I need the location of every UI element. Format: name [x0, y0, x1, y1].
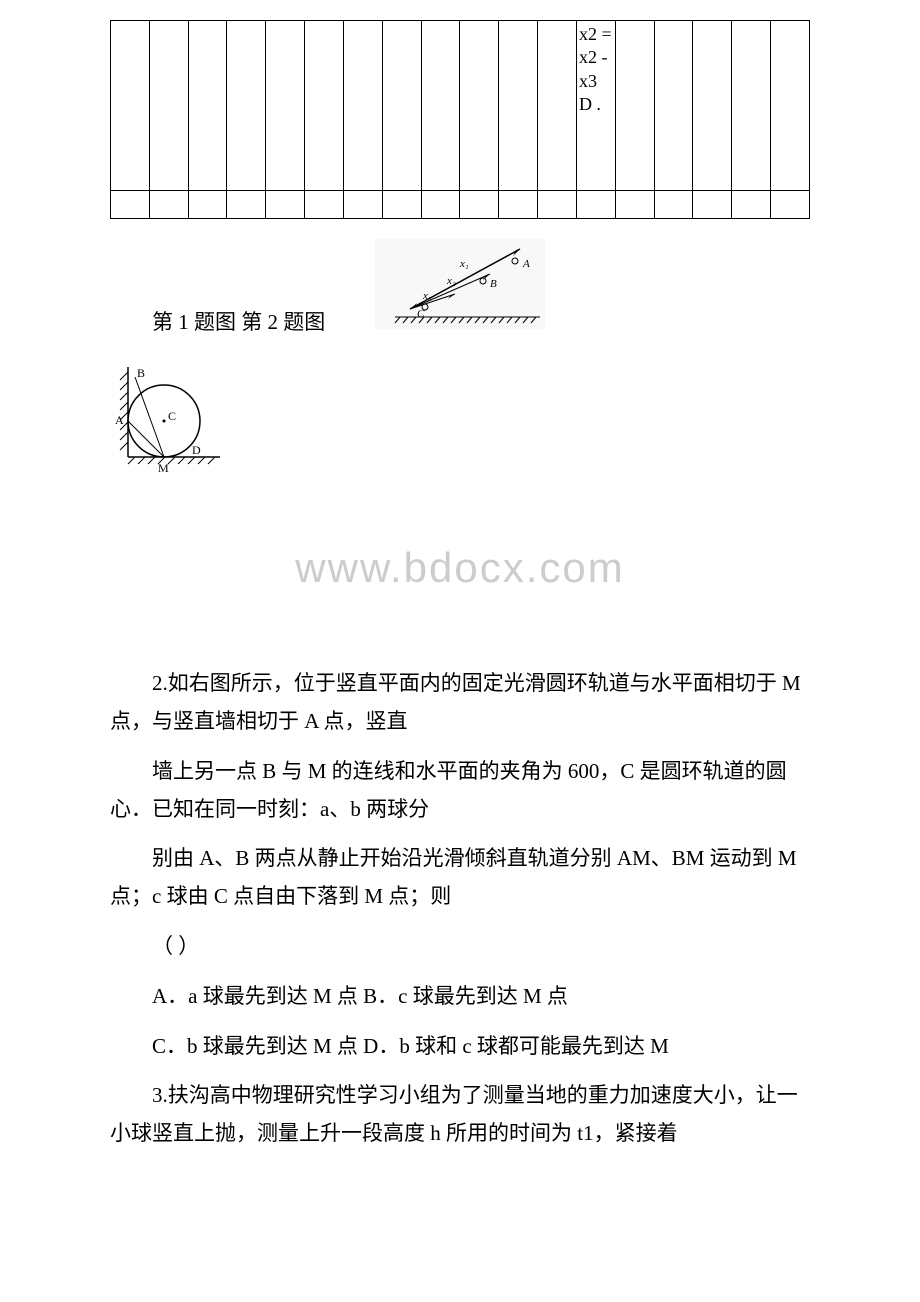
question-2-paren: （ ） — [110, 928, 810, 966]
svg-text:x₂: x₂ — [446, 275, 456, 287]
question-2-options-1: A．a 球最先到达 M 点 B．c 球最先到达 M 点 — [110, 978, 810, 1016]
svg-text:M: M — [158, 461, 169, 475]
svg-text:C: C — [417, 308, 425, 320]
svg-text:C: C — [168, 409, 176, 423]
watermark-text: www.bdocx.com — [0, 530, 920, 606]
question-3: 3.扶沟高中物理研究性学习小组为了测量当地的重力加速度大小，让一小球竖直上抛，测… — [110, 1077, 810, 1153]
svg-text:A: A — [522, 258, 530, 270]
question-2-line3: 别由 A、B 两点从静止开始沿光滑倾斜直轨道分别 AM、BM 运动到 M 点；c… — [110, 840, 810, 916]
figure-caption-row: 第 1 题图 第 2 题图 — [110, 239, 810, 342]
incline-diagram: x₁ x₂ x₃ A B C — [333, 239, 545, 342]
svg-text:A: A — [115, 413, 124, 427]
question-2-line1: 2.如右图所示，位于竖直平面内的固定光滑圆环轨道与水平面相切于 M 点，与竖直墙… — [110, 665, 810, 741]
svg-text:x₃: x₃ — [422, 290, 432, 302]
table-cell-content: x2 = x2 - x3 D . — [579, 23, 613, 117]
svg-text:B: B — [490, 278, 497, 290]
circle-wall-diagram: A B C D M — [110, 362, 920, 490]
question-2-options-2: C．b 球最先到达 M 点 D．b 球和 c 球都可能最先到达 M — [110, 1028, 810, 1066]
svg-text:B: B — [137, 366, 145, 380]
data-table: x2 = x2 - x3 D . — [110, 20, 810, 219]
svg-text:x₁: x₁ — [459, 258, 469, 270]
svg-text:D: D — [192, 443, 201, 457]
figure-caption: 第 1 题图 第 2 题图 — [110, 304, 325, 342]
question-2-line2: 墙上另一点 B 与 M 的连线和水平面的夹角为 600，C 是圆环轨道的圆心．已… — [110, 753, 810, 829]
